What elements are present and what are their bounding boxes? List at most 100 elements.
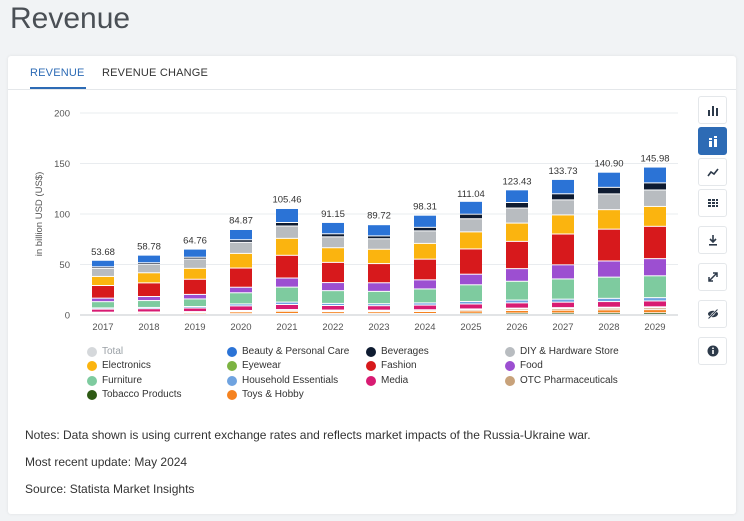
legend-item[interactable]: Eyewear: [227, 359, 281, 373]
bar-chart-icon: [707, 106, 718, 116]
legend-item[interactable]: Household Essentials: [227, 374, 338, 388]
y-tick-label: 100: [54, 210, 70, 221]
x-tick-label: 2025: [460, 322, 481, 333]
legend-item[interactable]: DIY & Hardware Store: [505, 345, 619, 359]
active-tab-indicator: [30, 87, 86, 89]
bar-segment: [368, 283, 390, 291]
bar-segment: [184, 307, 206, 308]
x-tick-label: 2023: [368, 322, 389, 333]
bar-segment: [368, 249, 390, 264]
bar-segment: [92, 298, 114, 302]
legend-item[interactable]: Fashion: [366, 359, 417, 373]
bar-segment: [506, 190, 528, 202]
bar-segment: [322, 234, 344, 237]
bar-segment: [184, 259, 206, 268]
bar-segment: [552, 302, 574, 308]
bar-segment: [138, 297, 160, 301]
bar-segment: [276, 278, 298, 287]
legend-label: Fashion: [381, 360, 417, 372]
legend-item[interactable]: Food: [505, 359, 543, 373]
total-label: 133.73: [548, 166, 577, 177]
bar-segment: [552, 313, 574, 314]
legend-label: Tobacco Products: [102, 388, 182, 400]
legend-item[interactable]: Beauty & Personal Care: [227, 345, 349, 359]
legend-label: Total: [102, 346, 124, 357]
legend-swatch: [87, 389, 97, 400]
bar-segment: [276, 302, 298, 305]
legend-swatch: [505, 347, 515, 357]
bar-segment: [138, 255, 160, 263]
bar-segment: [598, 313, 620, 314]
bar-segment: [230, 312, 252, 314]
x-tick-label: 2022: [322, 322, 343, 333]
legend-item[interactable]: Media: [366, 374, 408, 388]
bar-segment: [552, 200, 574, 215]
bar-segment: [92, 268, 114, 276]
legend-item[interactable]: OTC Pharmaceuticals: [505, 374, 618, 388]
legend-item[interactable]: Furniture: [87, 374, 142, 388]
bar-segment: [460, 219, 482, 232]
bar-segment: [230, 268, 252, 287]
tab-revenue[interactable]: REVENUE: [30, 67, 85, 79]
bar-segment: [644, 298, 666, 301]
stacked-bar-button[interactable]: [698, 127, 727, 155]
source-text: Source: Statista Market Insights: [25, 482, 195, 496]
x-tick-label: 2027: [552, 322, 573, 333]
line-chart-button[interactable]: [698, 158, 727, 186]
legend-swatch: [87, 347, 97, 357]
bar-segment: [552, 215, 574, 234]
bar-segment: [138, 263, 160, 264]
total-label: 145.98: [640, 154, 669, 165]
update-text: Most recent update: May 2024: [25, 455, 188, 469]
tab-revenue-change[interactable]: REVENUE CHANGE: [102, 67, 209, 79]
legend-item[interactable]: Total: [87, 345, 123, 359]
legend-swatch: [366, 375, 376, 386]
bar-chart-button[interactable]: [698, 96, 727, 124]
bar-segment: [230, 242, 252, 253]
bar-segment: [184, 268, 206, 279]
bar-segment: [230, 240, 252, 242]
legend-swatch: [505, 375, 515, 386]
x-tick-label: 2020: [230, 322, 251, 333]
table-button[interactable]: [698, 189, 727, 217]
legend-item[interactable]: Beverages: [366, 345, 429, 359]
bar-segment: [184, 279, 206, 294]
chart-legend: Total Beauty & Personal Care Beverages DIY …: [87, 345, 687, 405]
bar-segment: [322, 306, 344, 310]
bar-segment: [644, 310, 666, 313]
bar-segment: [414, 231, 436, 243]
bar-segment: [368, 306, 390, 310]
info-icon: [707, 345, 718, 357]
expand-button[interactable]: [698, 263, 727, 291]
bar-segment: [184, 257, 206, 259]
x-tick-label: 2018: [138, 322, 159, 333]
download-button[interactable]: [698, 226, 727, 254]
bar-segment: [322, 248, 344, 262]
bar-segment: [230, 306, 252, 310]
bar-segment: [184, 299, 206, 307]
legend-label: Food: [520, 360, 543, 372]
bar-segment: [322, 291, 344, 303]
legend-label: Toys & Hobby: [242, 388, 304, 400]
bar-segment: [276, 226, 298, 238]
total-label: 84.87: [229, 215, 253, 226]
bar-segment: [506, 202, 528, 208]
bar-segment: [276, 287, 298, 302]
bar-segment: [506, 223, 528, 241]
bar-segment: [138, 283, 160, 297]
bar-segment: [460, 249, 482, 274]
total-label: 123.43: [502, 176, 531, 187]
bar-segment: [414, 227, 436, 231]
bar-segment: [460, 274, 482, 285]
chart-card: REVENUE REVENUE CHANGE 0 50 100 150 200 in bi…: [8, 56, 736, 514]
info-button[interactable]: [698, 337, 727, 365]
bar-segment: [322, 237, 344, 248]
bar-segment: [644, 206, 666, 226]
legend-swatch: [227, 361, 237, 372]
total-label: 64.76: [183, 236, 207, 247]
legend-item[interactable]: Toys & Hobby: [227, 388, 304, 402]
hide-button[interactable]: [698, 300, 727, 328]
total-label: 53.68: [91, 247, 115, 258]
legend-item[interactable]: Tobacco Products: [87, 388, 182, 402]
legend-item[interactable]: Electronics: [87, 359, 151, 373]
